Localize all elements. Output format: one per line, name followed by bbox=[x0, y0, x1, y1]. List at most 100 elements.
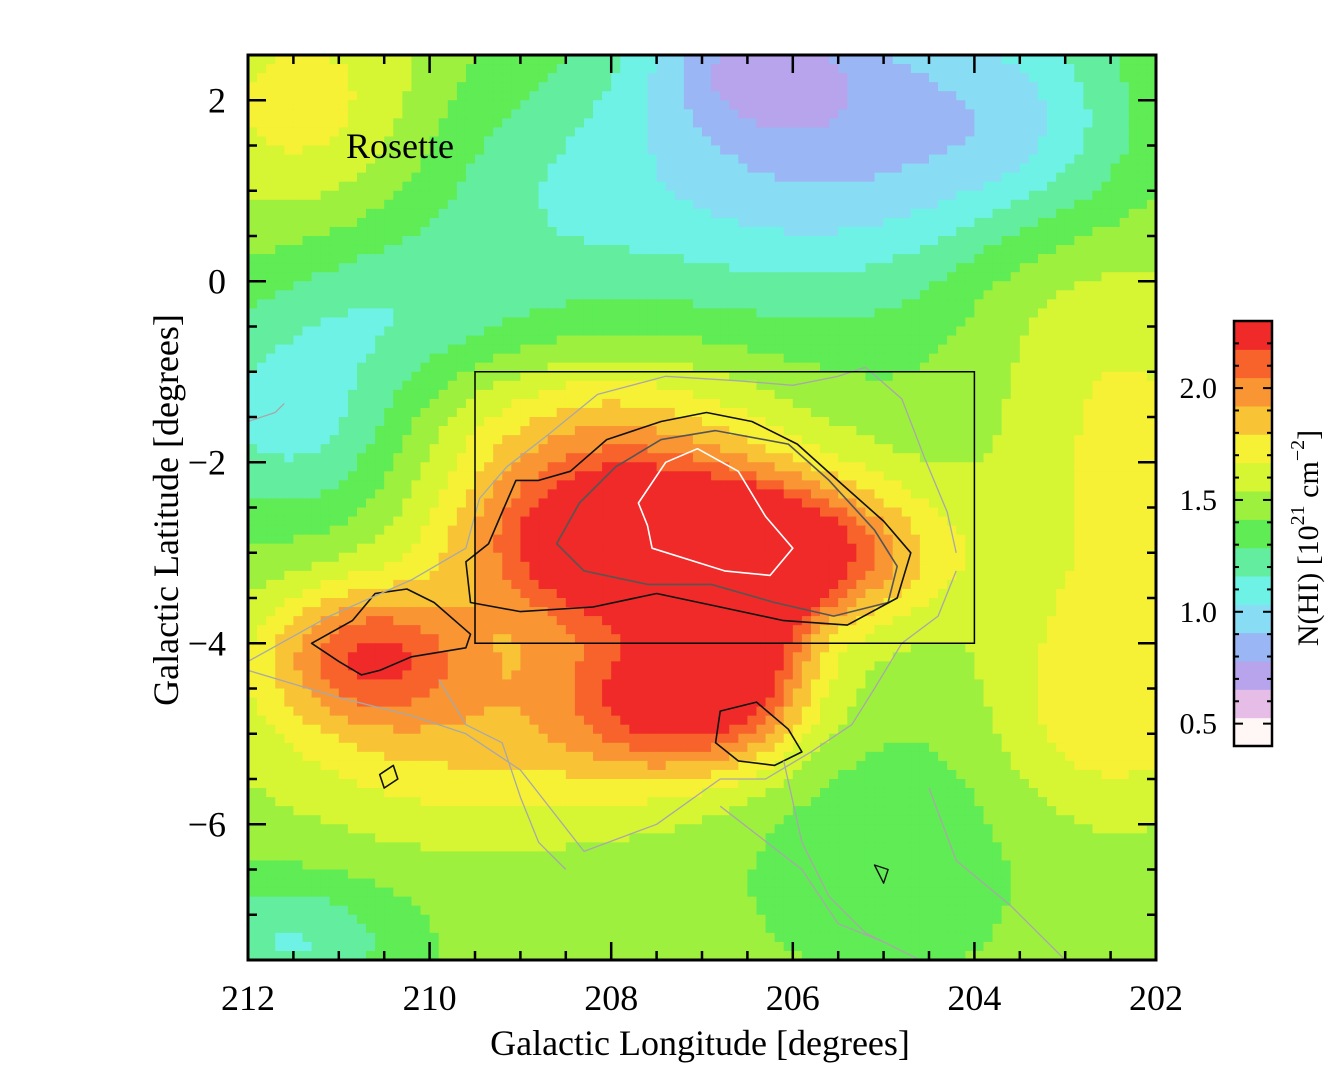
heatmap-cell bbox=[511, 55, 521, 65]
heatmap-cell bbox=[556, 371, 567, 382]
heatmap-cell bbox=[356, 498, 367, 509]
heatmap-cell bbox=[856, 462, 867, 472]
heatmap-cell bbox=[1019, 453, 1030, 463]
heatmap-cell bbox=[1001, 362, 1012, 373]
heatmap-cell bbox=[910, 64, 921, 74]
heatmap-cell bbox=[338, 498, 349, 509]
heatmap-cell bbox=[647, 389, 658, 400]
heatmap-cell bbox=[1037, 308, 1048, 319]
heatmap-cell bbox=[1074, 272, 1084, 282]
heatmap-cell bbox=[974, 417, 985, 427]
heatmap-cell bbox=[593, 444, 603, 454]
heatmap-cell bbox=[1101, 272, 1112, 282]
heatmap-cell bbox=[1137, 417, 1148, 427]
heatmap-cell bbox=[856, 489, 867, 500]
heatmap-cell bbox=[338, 181, 349, 192]
heatmap-cell bbox=[311, 245, 322, 255]
heatmap-cell bbox=[919, 380, 930, 391]
heatmap-cell bbox=[547, 462, 558, 472]
heatmap-cell bbox=[520, 64, 531, 74]
heatmap-cell bbox=[293, 91, 304, 101]
heatmap-cell bbox=[1101, 417, 1112, 427]
heatmap-cell bbox=[275, 290, 285, 300]
heatmap-cell bbox=[356, 371, 367, 382]
heatmap-cell bbox=[711, 199, 721, 210]
heatmap-cell bbox=[1110, 407, 1121, 418]
heatmap-cell bbox=[1056, 91, 1066, 101]
heatmap-cell bbox=[1019, 55, 1030, 65]
heatmap-cell bbox=[429, 299, 440, 309]
heatmap-cell bbox=[356, 55, 367, 65]
heatmap-cell bbox=[756, 398, 767, 409]
heatmap-cell bbox=[1119, 127, 1130, 138]
heatmap-cell bbox=[865, 163, 876, 174]
heatmap-cell bbox=[565, 109, 576, 119]
heatmap-cell bbox=[438, 82, 449, 92]
heatmap-cell bbox=[347, 82, 358, 92]
heatmap-cell bbox=[447, 362, 458, 373]
heatmap-cell bbox=[892, 362, 903, 373]
heatmap-cell bbox=[257, 290, 267, 300]
heatmap-cell bbox=[1137, 127, 1148, 138]
heatmap-cell bbox=[375, 371, 385, 382]
heatmap-cell bbox=[1128, 272, 1139, 282]
heatmap-cell bbox=[638, 417, 649, 427]
heatmap-cell bbox=[874, 371, 885, 382]
heatmap-cell bbox=[520, 91, 531, 101]
heatmap-cell bbox=[756, 217, 767, 228]
heatmap-cell bbox=[393, 263, 403, 273]
heatmap-cell bbox=[674, 471, 685, 481]
heatmap-cell bbox=[1146, 417, 1156, 427]
heatmap-cell bbox=[520, 226, 531, 237]
heatmap-cell bbox=[983, 471, 994, 481]
heatmap-cell bbox=[938, 118, 948, 128]
heatmap-cell bbox=[284, 100, 294, 110]
heatmap-cell bbox=[1146, 389, 1156, 400]
heatmap-cell bbox=[593, 226, 603, 237]
heatmap-cell bbox=[892, 498, 903, 509]
heatmap-cell bbox=[820, 199, 830, 210]
heatmap-cell bbox=[1146, 73, 1156, 83]
heatmap-cell bbox=[311, 190, 322, 201]
heatmap-cell bbox=[674, 118, 685, 128]
heatmap-cell bbox=[275, 64, 285, 74]
heatmap-cell bbox=[583, 91, 594, 101]
heatmap-cell bbox=[874, 444, 885, 454]
heatmap-cell bbox=[674, 163, 685, 174]
heatmap-cell bbox=[919, 389, 930, 400]
heatmap-cell bbox=[1047, 489, 1057, 500]
heatmap-cell bbox=[1010, 480, 1021, 490]
heatmap-cell bbox=[375, 217, 385, 228]
heatmap-cell bbox=[656, 263, 667, 273]
heatmap-cell bbox=[438, 163, 449, 174]
heatmap-cell bbox=[847, 471, 857, 481]
heatmap-cell bbox=[720, 208, 730, 219]
heatmap-cell bbox=[1065, 245, 1075, 255]
heatmap-cell bbox=[910, 254, 921, 264]
heatmap-cell bbox=[647, 254, 658, 264]
heatmap-cell bbox=[484, 236, 494, 246]
heatmap-cell bbox=[919, 326, 930, 337]
heatmap-cell bbox=[1101, 498, 1112, 509]
heatmap-cell bbox=[1056, 272, 1066, 282]
heatmap-cell bbox=[475, 344, 485, 355]
heatmap-cell bbox=[275, 299, 285, 309]
heatmap-cell bbox=[838, 426, 848, 436]
heatmap-cell bbox=[965, 127, 975, 138]
heatmap-cell bbox=[783, 136, 794, 147]
heatmap-cell bbox=[1028, 190, 1039, 201]
heatmap-cell bbox=[338, 317, 349, 328]
heatmap-cell bbox=[356, 172, 367, 183]
heatmap-cell bbox=[275, 317, 285, 328]
heatmap-cell bbox=[429, 371, 440, 382]
heatmap-cell bbox=[356, 236, 367, 246]
heatmap-cell bbox=[393, 398, 403, 409]
heatmap-cell bbox=[647, 163, 658, 174]
heatmap-cell bbox=[447, 407, 458, 418]
heatmap-cell bbox=[393, 172, 403, 183]
heatmap-cell bbox=[1037, 453, 1048, 463]
heatmap-cell bbox=[983, 181, 994, 192]
heatmap-cell bbox=[847, 172, 857, 183]
heatmap-cell bbox=[511, 290, 521, 300]
heatmap-cell bbox=[711, 389, 721, 400]
